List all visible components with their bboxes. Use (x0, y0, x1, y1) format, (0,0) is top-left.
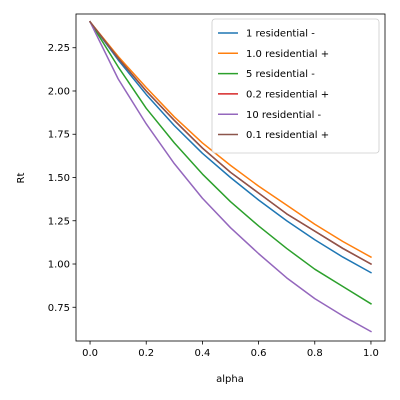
series-line-1 (88, 20, 372, 259)
y-tick-label: 2.00 (48, 86, 70, 97)
x-tick-label: 0.4 (194, 348, 210, 359)
x-axis-label: alpha (216, 374, 244, 385)
y-axis-label: Rt (16, 172, 27, 183)
x-tick-label: 0.8 (307, 348, 323, 359)
series-line-2 (89, 20, 372, 305)
series-line-4 (89, 20, 372, 333)
x-tick-label: 0.0 (82, 348, 98, 359)
legend-label: 1.0 residential + (246, 49, 329, 60)
legend-label: 0.2 residential + (246, 90, 329, 101)
y-tick-label: 1.00 (48, 260, 70, 271)
y-tick-label: 1.75 (48, 130, 70, 141)
y-tick-label: 1.50 (48, 173, 70, 184)
series-line-5 (88, 20, 372, 266)
y-tick-label: 1.25 (48, 216, 70, 227)
x-tick-label: 1.0 (363, 348, 379, 359)
legend-label: 5 residential - (246, 69, 315, 80)
y-tick-label: 2.25 (48, 43, 70, 54)
series-lines (88, 20, 372, 333)
y-axis-ticks: 0.75 1.00 1.25 1.50 1.75 2.00 2.25 (48, 43, 76, 314)
series-line-0 (89, 20, 372, 274)
x-axis-ticks: 0.0 0.2 0.4 0.6 0.8 1.0 (82, 341, 379, 359)
y-tick-label: 0.75 (48, 303, 70, 314)
legend-box (211, 18, 380, 154)
legend-label: 1 residential - (246, 29, 315, 40)
plot-area (75, 13, 386, 342)
legend-label: 0.1 residential + (246, 130, 329, 141)
legend: 1 residential - 1.0 residential + 5 reside… (211, 18, 380, 154)
x-tick-label: 0.2 (138, 348, 154, 359)
legend-label: 10 residential - (246, 110, 322, 121)
x-tick-label: 0.6 (251, 348, 267, 359)
